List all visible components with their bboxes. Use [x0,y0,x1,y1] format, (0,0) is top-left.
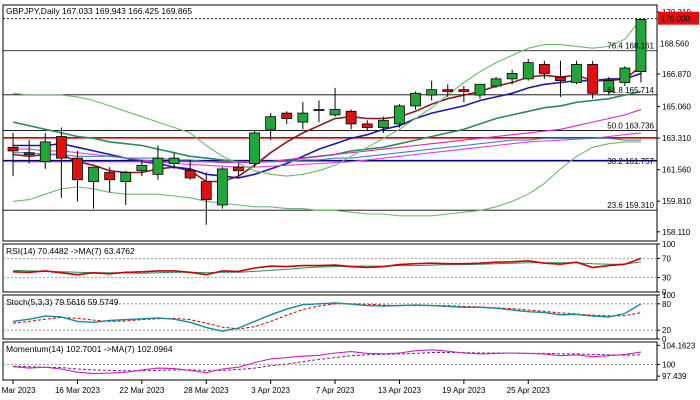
candle-body [184,170,196,179]
candle-body [265,116,277,130]
candle-body [297,112,309,123]
y-tick-label: 165.060 [662,103,691,112]
x-tick-label: 25 Apr 2023 [507,386,551,395]
candle-body [55,136,67,159]
stoch-panel-frame [2,294,658,340]
y-tick-label: 159.810 [662,197,691,206]
overlay-line-3 [13,72,642,179]
stoch-title: Stoch(5,3,3) 79.5616 59.5749 [6,297,119,307]
candle-body [571,64,582,83]
candle-body [555,76,566,82]
y-tick-label: 158.110 [662,228,691,237]
overlay-line-6 [13,137,641,163]
candle-body [200,181,212,200]
candle-body [329,109,341,116]
candle-body [361,123,373,128]
x-tick-label: 22 Mar 2023 [119,386,164,395]
stoch-y-tick-label: 20 [662,326,671,335]
fib-level-label: 23.6 159.310 [607,201,654,210]
y-tick-label: 161.560 [662,166,691,175]
rsi-title: RSI(14) 70.4482 ->MA(7) 63.4762 [6,246,135,256]
current-price-label: 170.000 [661,15,690,24]
stoch-d-line [13,303,642,330]
stoch-y-tick-label: 0 [662,335,667,344]
candle-body [313,109,325,111]
candle-body [88,166,99,182]
rsi-line [13,257,642,276]
x-tick-label: 3 Apr 2023 [251,386,290,395]
fib-level-label: 76.4 168.161 [607,42,654,51]
x-tick-label: 13 Apr 2023 [378,386,422,395]
stoch-k-line [13,302,642,332]
candle-body [7,146,19,152]
candle-body [603,80,615,92]
main-panel-frame [2,4,658,242]
candle-body [136,164,148,172]
momentum-line [13,349,642,375]
candle-body [120,172,132,182]
momentum-y-tick-label: 100 [662,360,676,369]
fib-level-label: 38.2 161.757 [607,157,654,166]
candle-body [522,62,534,80]
candle-body [394,105,405,125]
momentum-y-tick-label: 104.1623 [662,341,696,350]
candle-body [474,83,486,96]
overlay-line-7 [13,19,642,177]
rsi-panel-frame [2,243,658,293]
x-tick-label: 16 Mar 2023 [55,386,100,395]
y-tick-label: 166.870 [662,70,691,79]
momentum-y-tick-label: 97.439 [662,372,687,381]
candle-body [458,89,470,92]
fib-level-label: 50.0 163.736 [607,121,654,130]
candle-body [23,152,35,155]
candle-body [442,89,454,92]
candle-body [72,157,83,181]
stoch-y-tick-label: 100 [662,291,676,300]
rsi-y-tick-label: 100 [662,240,676,249]
candle-body [216,168,228,206]
x-tick-label: 19 Apr 2023 [442,386,486,395]
candle-body [168,157,180,164]
candle-body [152,157,164,175]
candle-body [426,89,438,96]
overlay-line-4 [13,108,642,164]
candle-body [39,141,51,163]
momentum-title: Momentum(14) 102.7001 ->MA(7) 102.0964 [6,344,173,354]
candle-body [377,119,389,128]
candle-body [538,64,550,74]
y-tick-label: 168.560 [660,40,689,49]
candle-body [249,132,260,164]
rsi-y-tick-label: 0 [662,288,667,297]
candle-body [635,19,647,73]
x-tick-label: 10 Mar 2023 [0,386,36,395]
stoch-y-tick-label: 80 [662,300,671,309]
candle-body [410,92,421,107]
x-tick-label: 7 Apr 2023 [316,386,355,395]
overlay-line-8 [13,141,641,217]
candle-body [490,78,502,87]
candle-body [619,67,631,83]
candle-body [104,172,116,181]
candle-body [233,166,244,172]
rsi-y-tick-label: 30 [662,274,671,283]
candle-body [506,73,518,80]
candle-body [345,110,357,125]
fib-level-label: 61.8 165.714 [607,86,654,95]
candle-body [587,64,599,94]
mom-panel-frame [2,341,658,381]
rsi-y-tick-label: 70 [662,254,671,263]
current-price-box [658,11,699,25]
candle-body [281,112,293,119]
y-tick-label: 163.310 [662,134,691,143]
main-plot-area [3,18,657,225]
overlay-line-2 [13,65,642,183]
x-tick-label: 28 Mar 2023 [184,386,229,395]
main-chart-title: GBPJPY,Daily 167.033 169.943 166.425 169… [6,6,192,16]
